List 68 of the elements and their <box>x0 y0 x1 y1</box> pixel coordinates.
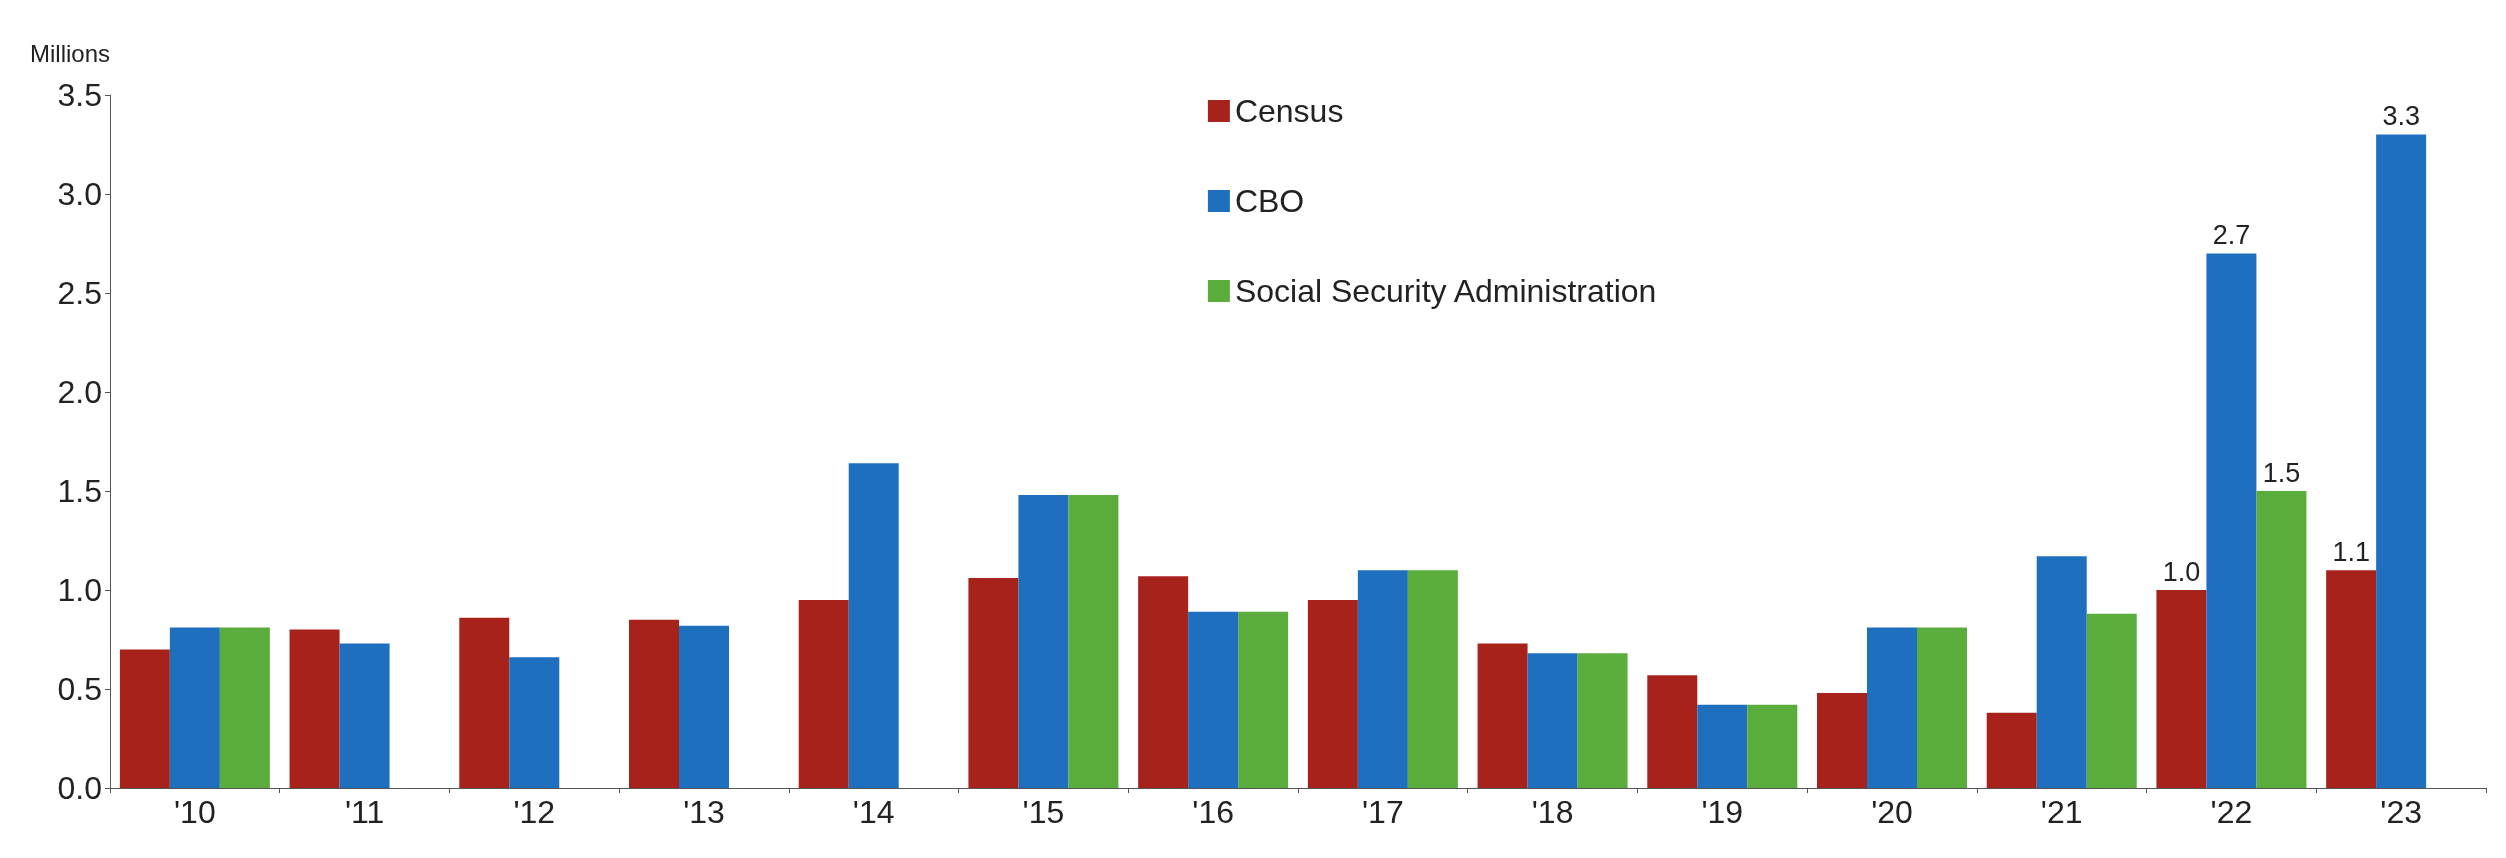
data-label: 1.5 <box>2262 457 2301 488</box>
x-tick-label: '12 <box>513 794 556 830</box>
bar <box>1577 653 1628 788</box>
data-label: 3.3 <box>2382 101 2420 132</box>
bar <box>339 643 390 788</box>
bar <box>2256 491 2307 788</box>
x-tick-label: '13 <box>683 794 725 830</box>
x-tick-label: '11 <box>344 794 385 830</box>
bar <box>1138 576 1189 788</box>
x-tick-label: '15 <box>1022 794 1065 830</box>
bar <box>2326 570 2377 788</box>
bar <box>1018 494 1069 788</box>
bar <box>2086 613 2137 788</box>
bar <box>169 627 220 788</box>
legend-label: CBO <box>1234 183 1305 219</box>
x-tick-label: '20 <box>1871 794 1913 830</box>
bar <box>1917 627 1967 788</box>
bar <box>848 463 899 788</box>
text: 2.5 <box>57 275 102 311</box>
x-tick-label: '14 <box>852 794 895 830</box>
bar <box>2036 556 2087 788</box>
text: 3.0 <box>57 176 102 212</box>
bar <box>1307 599 1358 788</box>
bar <box>1477 643 1528 788</box>
bar <box>2206 253 2257 788</box>
text: 2.0 <box>57 374 102 410</box>
x-tick-label: '21 <box>2040 794 2083 830</box>
bar <box>1747 704 1798 788</box>
text: 0.5 <box>57 671 102 707</box>
bar <box>1068 494 1119 788</box>
bar <box>119 649 170 788</box>
bar <box>1647 675 1698 788</box>
text: 3.5 <box>57 77 102 113</box>
bar <box>2156 590 2207 788</box>
bar <box>289 629 340 788</box>
bar <box>679 625 729 788</box>
bar <box>629 619 679 788</box>
text: 1.0 <box>57 572 102 608</box>
bar <box>219 627 270 788</box>
x-tick-label: '17 <box>1362 794 1404 830</box>
bar <box>1238 611 1289 788</box>
x-tick-label: '19 <box>1701 794 1744 830</box>
text: 1.5 <box>57 473 102 509</box>
x-tick-label: '18 <box>1531 794 1574 830</box>
bar <box>1188 611 1239 788</box>
x-tick-label: '22 <box>2210 794 2253 830</box>
x-tick-label: '23 <box>2380 794 2422 830</box>
bar <box>1697 704 1748 788</box>
bar <box>1407 570 1458 788</box>
legend-label: Social Security Administration <box>1234 273 1657 309</box>
bar <box>968 578 1019 788</box>
bar <box>798 599 849 788</box>
x-tick-label: '10 <box>174 794 216 830</box>
bar <box>459 617 510 788</box>
bar <box>509 657 560 788</box>
bar <box>1986 712 2037 788</box>
legend-label: Census <box>1234 93 1344 129</box>
data-label: 2.7 <box>2212 219 2251 250</box>
data-label: 1.0 <box>2162 556 2201 587</box>
y-axis-title: Millions <box>29 39 110 67</box>
data-label: 1.1 <box>2332 536 2370 567</box>
bar <box>1527 653 1578 788</box>
bar <box>1867 627 1917 788</box>
text: 0.0 <box>57 770 102 806</box>
bar <box>1357 570 1408 788</box>
x-tick-label: '16 <box>1192 794 1234 830</box>
bar <box>1817 692 1867 788</box>
bar <box>2376 134 2427 788</box>
